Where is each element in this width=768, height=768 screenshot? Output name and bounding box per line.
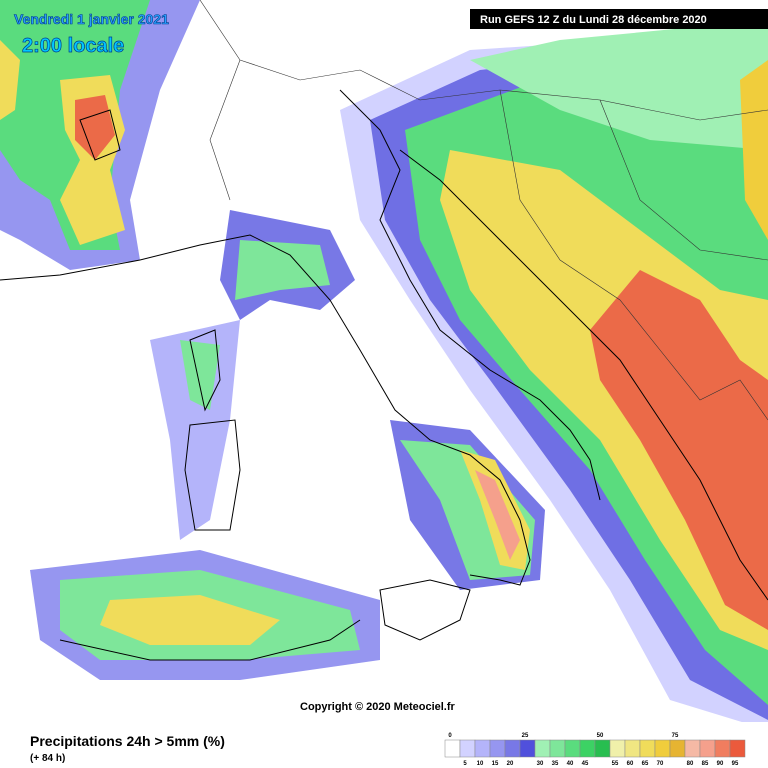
legend-swatch	[729, 739, 746, 758]
legend-swatch	[669, 739, 686, 758]
legend-label: 0	[448, 733, 452, 739]
legend-label: 35	[552, 761, 559, 767]
legend-swatch	[579, 739, 596, 758]
legend-label: 15	[492, 761, 499, 767]
legend-label: 55	[612, 761, 619, 767]
legend-label: 30	[537, 761, 544, 767]
legend-swatch	[609, 739, 626, 758]
legend-label: 85	[702, 761, 709, 767]
precip-field	[0, 0, 768, 730]
legend-label: 80	[687, 761, 694, 767]
run-banner	[470, 9, 768, 29]
legend-label: 75	[672, 733, 679, 739]
legend-title: Precipitations 24h > 5mm (%)	[30, 733, 225, 749]
legend-swatch	[459, 739, 476, 758]
legend-label: 10	[477, 761, 484, 767]
legend-label: 70	[657, 761, 664, 767]
legend-label: 60	[627, 761, 634, 767]
legend-swatch	[624, 739, 641, 758]
legend-swatch	[594, 739, 611, 758]
legend-label: 65	[642, 761, 649, 767]
run-info: Run GEFS 12 Z du Lundi 28 décembre 2020	[480, 14, 707, 26]
legend-swatch	[549, 739, 566, 758]
legend-swatch	[714, 739, 731, 758]
legend-swatch	[519, 739, 536, 758]
legend-swatch	[639, 739, 656, 758]
legend-swatch	[684, 739, 701, 758]
legend-swatch	[489, 739, 506, 758]
legend-label: 50	[597, 733, 604, 739]
legend-label: 25	[522, 733, 529, 739]
colorbar: 0 5 10 15 20 25 30 35 40 45 50 55 60 65 70 75 80 85 90 95	[444, 733, 746, 767]
legend-swatch	[654, 739, 671, 758]
forecast-time: 2:00 locale	[22, 35, 124, 57]
legend-swatch	[444, 739, 461, 758]
legend-swatch	[504, 739, 521, 758]
legend-swatch	[474, 739, 491, 758]
legend-label: 90	[717, 761, 724, 767]
legend-label: 45	[582, 761, 589, 767]
legend-label: 40	[567, 761, 574, 767]
legend-label: 95	[732, 761, 739, 767]
lead-time: (+ 84 h)	[30, 753, 65, 764]
legend-label: 20	[507, 761, 514, 767]
forecast-date: Vendredi 1 janvier 2021	[14, 11, 169, 27]
coastlines	[0, 89, 768, 661]
legend-swatch	[534, 739, 551, 758]
legend-label: 5	[463, 761, 467, 767]
legend-swatch	[564, 739, 581, 758]
borders	[199, 0, 768, 421]
legend-swatch	[699, 739, 716, 758]
copyright: Copyright © 2020 Meteociel.fr	[300, 701, 456, 713]
